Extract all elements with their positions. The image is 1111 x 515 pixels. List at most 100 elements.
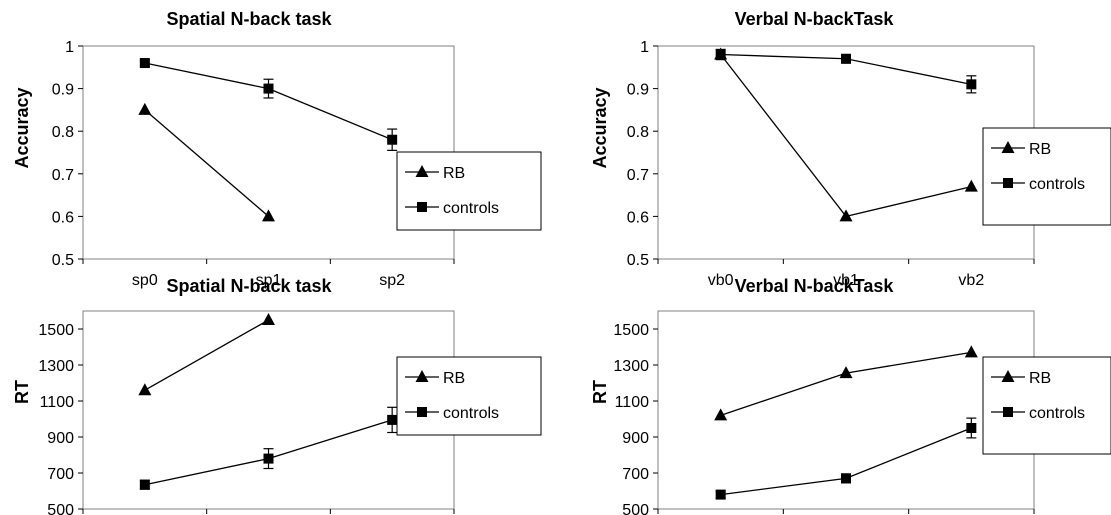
data-point-triangle — [714, 408, 728, 421]
x-tick-label: vb2 — [958, 272, 984, 289]
legend: RB controls — [982, 356, 1111, 455]
plot-area — [657, 45, 1035, 260]
data-point-square — [841, 473, 851, 484]
y-tick-label: 1100 — [615, 394, 650, 411]
data-point-square — [263, 83, 274, 94]
x-tick-label: sp0 — [132, 272, 158, 289]
legend-label: controls — [443, 200, 499, 217]
legend: RB controls — [396, 151, 542, 231]
legend-label: RB — [1029, 141, 1051, 158]
legend-label: RB — [443, 165, 465, 182]
legend-marker-triangle — [1001, 141, 1015, 153]
series-line — [144, 319, 269, 391]
y-tick-label: 0.9 — [52, 82, 74, 99]
data-point-square — [139, 58, 150, 69]
data-point-square — [387, 134, 398, 145]
y-tick-label: 700 — [47, 466, 74, 483]
series-line — [720, 427, 972, 496]
data-point-square — [263, 453, 274, 464]
data-point-triangle — [262, 313, 275, 325]
data-point-triangle — [138, 383, 152, 396]
y-axis-label: Accuracy — [590, 87, 610, 168]
series-line — [720, 351, 972, 417]
legend-label: controls — [443, 405, 499, 422]
legend-marker-triangle — [415, 165, 429, 177]
legend-label: RB — [443, 370, 465, 387]
data-point-square — [966, 79, 977, 90]
y-axis-label: RT — [590, 380, 610, 404]
series-controls — [715, 417, 977, 500]
legend-label: controls — [1029, 405, 1085, 422]
y-tick-label: 0.7 — [627, 167, 649, 184]
y-tick-label: 0.9 — [627, 82, 649, 99]
y-tick-label: 0.6 — [627, 209, 649, 226]
chart-title: Spatial N-back task — [166, 276, 332, 296]
legend-marker-square — [1003, 178, 1013, 188]
y-tick-label: 1500 — [613, 322, 649, 339]
y-tick-label: 1 — [65, 39, 74, 56]
data-point-triangle — [964, 179, 978, 192]
chart-title: Verbal N-backTask — [735, 276, 895, 296]
chart-4: Verbal N-backTask RT 500 700 900 1100 1300 1500… — [590, 276, 1111, 515]
y-axis-label: Accuracy — [12, 87, 32, 168]
x-tick-label: vb0 — [708, 272, 734, 289]
series-controls — [139, 406, 398, 490]
y-axis-label: RT — [12, 380, 32, 404]
legend-marker-triangle — [1001, 370, 1015, 382]
data-point-square — [387, 414, 398, 425]
y-tick-label: 1500 — [38, 322, 74, 339]
y-tick-label: 500 — [622, 502, 649, 515]
chart-title: Verbal N-backTask — [735, 9, 895, 29]
chart-2: Verbal N-backTask Accuracy 0.5 0.6 0.7 0.8 0.9… — [590, 9, 1111, 289]
data-point-square — [715, 489, 726, 500]
series-line — [720, 54, 972, 218]
y-tick-label: 1300 — [613, 358, 649, 375]
x-tick-label: vb1 — [833, 272, 859, 289]
series-RB — [714, 345, 978, 421]
x-tick-label: sp2 — [379, 272, 405, 289]
legend: RB controls — [982, 127, 1111, 226]
y-tick-label: 0.8 — [52, 124, 74, 141]
data-point-triangle — [839, 366, 853, 379]
y-tick-label: 900 — [47, 430, 74, 447]
legend: RB controls — [396, 356, 542, 436]
data-point-square — [715, 49, 726, 60]
chart-title: Spatial N-back task — [166, 9, 332, 29]
legend-box — [396, 356, 542, 436]
legend-label: controls — [1029, 176, 1085, 193]
data-point-triangle — [262, 209, 275, 222]
legend-marker-square — [417, 202, 427, 212]
legend-label: RB — [1029, 370, 1051, 387]
series-controls — [715, 48, 977, 94]
data-point-square — [966, 423, 977, 433]
x-tick-label: sp1 — [256, 272, 282, 289]
y-tick-label: 900 — [622, 430, 649, 447]
series-RB — [714, 47, 978, 222]
data-point-triangle — [839, 209, 853, 222]
series-line — [144, 109, 269, 217]
chart-3: Spatial N-back task RT 500 700 900 1100 1300 15… — [12, 276, 542, 515]
series-controls — [139, 58, 398, 151]
y-tick-label: 0.5 — [627, 252, 649, 269]
chart-1: Spatial N-back task Accuracy 0.5 0.6 0.7 0.8 0… — [12, 9, 542, 289]
y-tick-label: 700 — [622, 466, 649, 483]
legend-marker-square — [1003, 407, 1013, 417]
data-point-triangle — [138, 102, 152, 115]
data-point-square — [841, 53, 851, 64]
legend-box — [396, 151, 542, 231]
y-tick-label: 0.7 — [52, 167, 74, 184]
y-tick-label: 500 — [47, 502, 74, 515]
legend-box — [982, 356, 1111, 455]
data-point-square — [139, 479, 150, 490]
legend-box — [982, 127, 1111, 226]
y-tick-label: 0.8 — [627, 124, 649, 141]
series-RB — [138, 102, 275, 222]
y-tick-label: 1 — [640, 39, 649, 56]
series-line — [144, 62, 393, 141]
y-tick-label: 1300 — [38, 358, 74, 375]
legend-marker-square — [417, 407, 427, 417]
legend-marker-triangle — [415, 370, 429, 382]
series-RB — [138, 313, 275, 396]
y-tick-label: 1100 — [40, 394, 75, 411]
